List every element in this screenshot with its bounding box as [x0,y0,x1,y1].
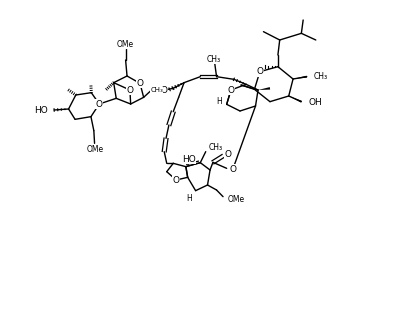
Polygon shape [186,158,195,167]
Text: CH₃: CH₃ [208,143,223,152]
Text: O: O [229,165,236,174]
Text: O: O [256,67,263,76]
Text: H: H [187,194,193,203]
Text: HO: HO [182,155,196,164]
Text: O: O [126,85,133,94]
Text: OMe: OMe [117,40,134,49]
Text: O: O [225,150,231,159]
Text: OH: OH [308,98,322,107]
Text: OMe: OMe [227,195,245,204]
Text: O: O [96,100,103,108]
Text: CH₃: CH₃ [206,54,221,63]
Polygon shape [289,96,302,103]
Text: CH₃: CH₃ [313,71,328,81]
Text: OMe: OMe [87,145,104,154]
Text: O: O [137,79,144,88]
Text: CH₃: CH₃ [150,87,163,93]
Polygon shape [258,87,270,90]
Polygon shape [293,76,307,79]
Text: HO: HO [34,106,48,115]
Text: O: O [173,175,179,185]
Text: O: O [227,85,235,94]
Text: H: H [216,97,222,106]
Text: O: O [161,85,168,94]
